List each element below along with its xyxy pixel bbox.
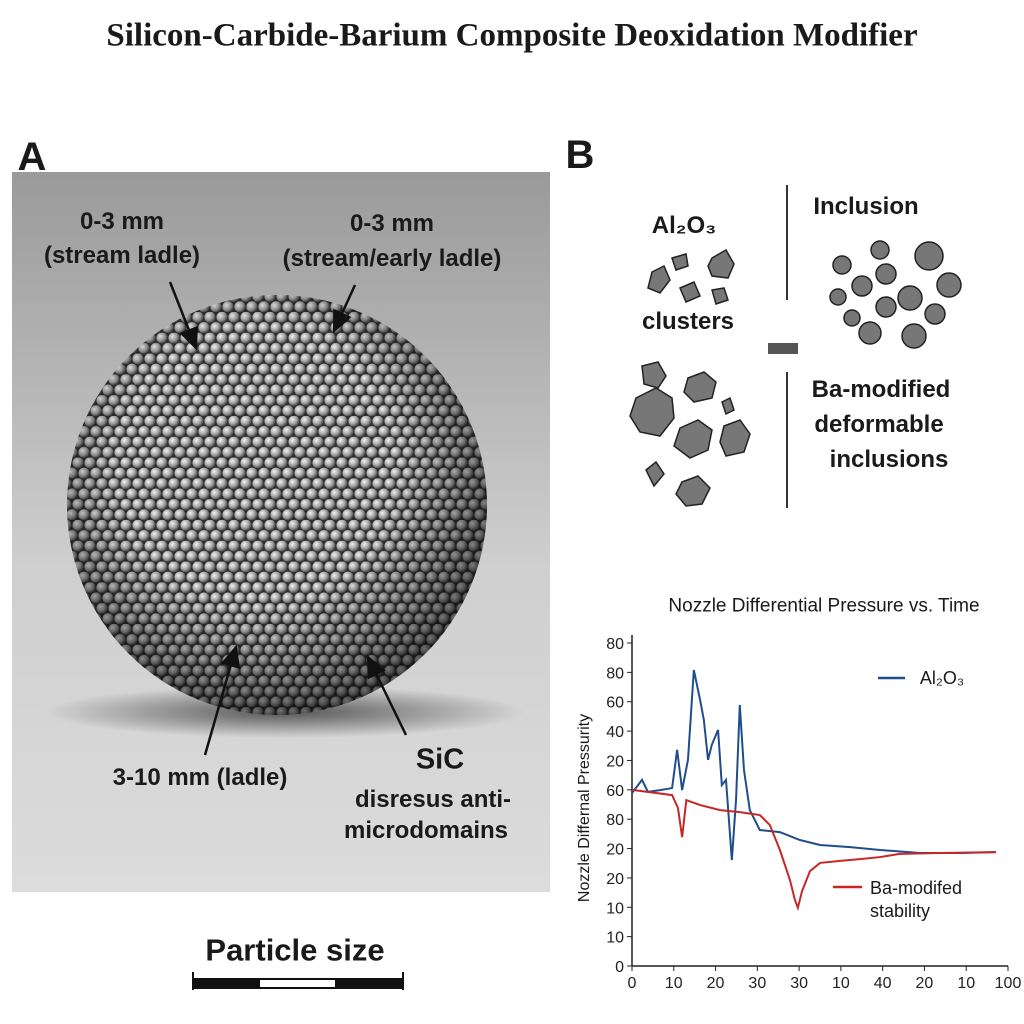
y-tick-label: 10: [606, 900, 624, 917]
y-tick-label: 80: [606, 812, 624, 829]
caption: deformable: [814, 411, 944, 438]
annotation: disresus anti-: [354, 786, 512, 813]
x-tick-label: 0: [628, 975, 637, 992]
annotation: 0-3 mm: [79, 208, 165, 235]
chart: 0 10 10 20 20 80 60 20 40 60 80 80 0 10 20 30 30 10 40 20 10…: [606, 635, 1021, 992]
y-tick-label: 80: [606, 636, 624, 653]
y-tick-label: 60: [606, 783, 624, 800]
caption: clusters: [641, 308, 735, 335]
x-tick-label: 20: [916, 975, 934, 992]
chart-title: Nozzle Differential Pressure vs. Time: [668, 595, 980, 617]
caption: Ba-modified: [811, 376, 951, 403]
x-tick-label: 10: [957, 975, 975, 992]
x-tick-label: 10: [832, 975, 850, 992]
y-tick-label: 40: [606, 724, 624, 741]
annotation: (stream ladle): [43, 242, 201, 269]
x-tick-label: 30: [748, 975, 766, 992]
y-tick-label: 20: [606, 871, 624, 888]
heading: Inclusion: [813, 193, 919, 220]
y-tick-label: 60: [606, 695, 624, 712]
annotation: (stream/early ladle): [282, 245, 502, 272]
annotation: 3-10 mm (ladle): [112, 764, 288, 791]
sphere-shading: [67, 295, 487, 715]
x-tick-label: 30: [790, 975, 808, 992]
scale-label: Particle size: [205, 932, 385, 968]
arrows: [168, 281, 408, 756]
y-tick-label: 80: [606, 665, 624, 682]
y-tick-label: 20: [606, 753, 624, 770]
x-tick-label: 10: [665, 975, 683, 992]
alumina-clusters: [629, 248, 751, 507]
formula: Al₂O₃: [651, 212, 717, 239]
x-tick-label: 20: [707, 975, 725, 992]
legend-label: Ba-modifed stability: [870, 878, 963, 922]
legend-label: Al₂O₃: [919, 668, 965, 688]
divider: [768, 185, 798, 508]
panel-label: A: [17, 135, 47, 179]
line: [631, 788, 996, 912]
x-tick-label: 40: [874, 975, 892, 992]
y-axis-label: Nozzle Differnal Pressurity: [576, 713, 593, 903]
ba-inclusions: [829, 240, 962, 349]
annotation: microdomains: [343, 817, 509, 844]
caption: inclusions: [829, 446, 949, 473]
annotation: 0-3 mm: [349, 210, 435, 237]
y-tick-label: 0: [615, 959, 624, 976]
figure-title: Silicon-Carbide-Barium Composite Deoxida…: [106, 17, 918, 54]
scale-bar: [192, 972, 404, 990]
annotation: SiC: [415, 743, 465, 776]
panel-label: B: [565, 133, 595, 177]
y-tick-label: 10: [606, 930, 624, 947]
x-tick-label: 100: [995, 975, 1022, 992]
y-tick-label: 20: [606, 842, 624, 859]
line: [631, 669, 996, 861]
